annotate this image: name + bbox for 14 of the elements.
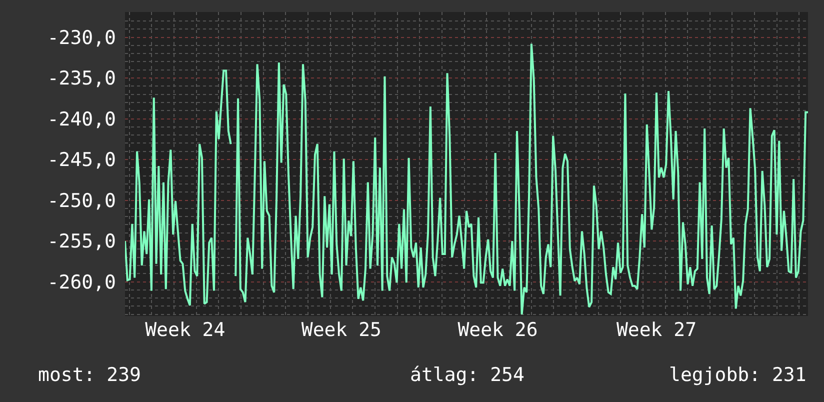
x-tick-label: Week 27 <box>616 319 697 341</box>
y-tick-label: -260,0 <box>47 271 116 294</box>
text: átlag: 254 <box>410 364 524 386</box>
y-tick-label: -240,0 <box>47 108 116 130</box>
x-tick-label: Week 25 <box>301 319 382 341</box>
text: legjobb: 231 <box>669 364 806 386</box>
y-tick-label: -255,0 <box>47 230 116 253</box>
y-tick-label: -250,0 <box>47 190 116 212</box>
y-tick-label: -245,0 <box>47 149 116 172</box>
text: most: 239 <box>38 364 141 386</box>
x-tick-label: Week 26 <box>458 319 538 341</box>
y-tick-label: -235,0 <box>47 68 116 90</box>
y-tick-label: -230,0 <box>47 26 116 49</box>
x-tick-label: Week 24 <box>145 319 226 341</box>
